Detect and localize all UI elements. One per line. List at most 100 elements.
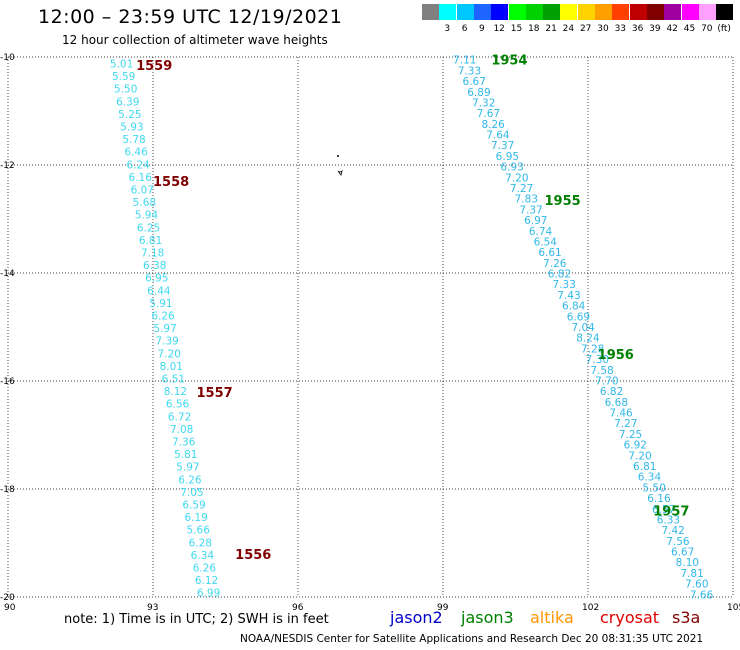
legend-swatch [491,4,509,20]
legend-swatch [612,4,630,20]
satellite-name: altika [530,608,574,627]
legend-label: 45 [683,24,696,34]
wave-height-value: 7.36 [172,436,196,448]
west-track-values: 5.015.595.506.395.255.935.786.466.246.16… [110,58,220,599]
wave-height-value: 6.39 [116,96,139,108]
wave-height-value: 7.67 [477,108,500,120]
wave-height-value: 7.05 [180,487,203,499]
wave-height-value: 7.26 [543,258,567,270]
pass-number-label: 1955 [545,194,581,209]
wave-height-value: 6.46 [124,147,148,159]
wave-height-value: 7.70 [595,375,618,387]
wave-height-value: 7.37 [519,204,542,216]
y-tick-label: -14 [0,269,15,279]
wave-height-value: 5.25 [118,109,141,121]
legend-swatch [439,4,457,20]
legend-label: 36 [631,24,644,34]
wave-height-value: 8.26 [481,119,505,131]
x-tick-label: 102 [582,603,599,613]
wave-height-value: 7.32 [472,97,495,109]
legend-swatch [473,4,491,20]
wave-height-value: 7.83 [515,194,538,206]
wave-height-value: 7.25 [619,429,642,441]
wave-height-value: 6.74 [529,226,553,238]
wave-height-value: 7.27 [510,183,533,195]
x-tick-label: 96 [292,603,304,613]
east-track-values: 7.117.336.676.897.327.678.267.647.376.95… [453,55,714,602]
wave-height-value: 6.67 [671,547,694,559]
wave-height-value: 7.33 [553,279,576,291]
pass-number-label: 1559 [136,59,172,74]
wave-height-value: 5.97 [153,323,176,335]
wave-height-value: 6.26 [193,562,217,574]
satellite-name: cryosat [600,608,660,627]
wave-height-value: 6.72 [168,411,191,423]
wave-height-value: 6.84 [562,301,586,313]
wave-height-value: 6.95 [496,151,519,163]
satellite-name: jason3 [461,608,514,627]
wave-height-value: 7.37 [491,140,514,152]
legend-label: 21 [545,24,557,34]
wave-height-value: 7.58 [590,365,613,377]
wave-height-value: 6.33 [657,514,680,526]
wave-height-value: 7.66 [690,589,714,601]
wave-height-value: 8.12 [164,386,187,398]
legend-swatch [577,4,595,20]
wave-height-value: 7.56 [666,536,690,548]
legend-swatch [646,4,664,20]
legend-label: 6 [461,24,468,34]
wave-height-value: 7.30 [586,354,609,366]
legend-label: 18 [528,24,540,34]
wave-height-value: 5.91 [149,298,172,310]
y-tick-label: -18 [0,485,15,495]
wave-height-value: 6.67 [463,76,486,88]
x-tick-label: 93 [147,603,158,613]
wave-height-value: 6.19 [184,512,207,524]
wave-height-value: 5.78 [122,134,145,146]
wave-height-value: 6.89 [467,87,490,99]
wave-height-value: 6.28 [189,537,212,549]
pass-number-label: 1558 [153,175,189,190]
legend-label: (ft) [717,24,731,34]
wave-height-value: 6.16 [647,493,671,505]
wave-height-value: 7.28 [581,343,604,355]
wave-height-value: 6.69 [567,311,590,323]
legend-label: 12 [493,24,505,34]
wave-height-value: 6.61 [538,247,561,259]
wave-height-value: 6.38 [143,260,166,272]
wave-height-value: 5.97 [176,462,199,474]
legend-swatch [543,4,561,20]
wave-height-value: 7.08 [170,424,193,436]
legend-swatch [681,4,699,20]
y-tick-label: -20 [0,593,15,603]
wave-height-value: 6.54 [534,236,558,248]
y-tick-label: -12 [0,161,15,171]
wave-height-value: 6.57 [652,504,675,516]
wave-height-value: 6.93 [500,162,523,174]
legend-label: 24 [562,24,575,34]
wave-height-value: 6.82 [600,386,623,398]
pass-number-label: 1956 [598,348,634,363]
island-marker [337,155,339,157]
wave-height-value: 5.59 [112,71,135,83]
legend-swatch [422,4,439,20]
pass-number-labels: 1559 1558 1557 1556 1954 1955 1956 1957 [136,54,689,563]
axis-tick-labels: 90 93 96 99 102 105 -10 -12 -14 -16 -18 -20 [0,53,740,613]
wave-height-value: 7.60 [685,579,708,591]
wave-height-value: 7.20 [158,348,181,360]
legend-swatch [456,4,474,20]
wave-height-value: 7.64 [486,130,510,142]
wave-height-value: 8.10 [676,557,699,569]
wave-height-value: 5.81 [174,449,197,461]
wave-height-value: 7.81 [680,568,703,580]
wave-height-value: 8.24 [576,333,600,345]
wave-height-value: 6.34 [191,550,215,562]
wave-height-value: 5.68 [133,197,156,209]
x-tick-label: 105 [727,603,740,613]
wave-height-value: 7.33 [458,65,481,77]
legend-label: 30 [597,24,609,34]
wave-height-value: 6.81 [633,461,656,473]
wave-height-value: 6.34 [638,472,662,484]
legend-label: 42 [666,24,678,34]
